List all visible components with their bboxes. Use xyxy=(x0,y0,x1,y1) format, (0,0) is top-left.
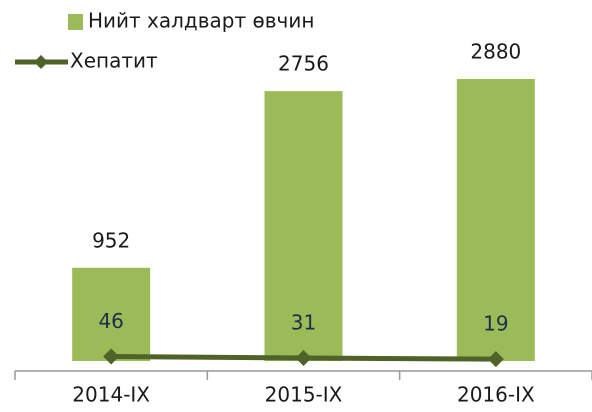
x-tick-label: 2016-IX xyxy=(457,383,535,407)
line-value-label: 19 xyxy=(483,312,508,336)
line-marker xyxy=(487,351,504,368)
x-tick-label: 2014-IX xyxy=(72,383,150,407)
legend-label: Хепатит xyxy=(70,49,158,73)
bar-value-label: 2880 xyxy=(470,40,521,64)
line-marker xyxy=(103,348,120,365)
x-tick-label: 2015-IX xyxy=(265,383,343,407)
bar-value-label: 2756 xyxy=(278,52,329,76)
legend-label: Нийт халдварт өвчин xyxy=(88,9,314,33)
bar xyxy=(456,79,535,361)
legend-marker xyxy=(34,55,48,69)
bar-value-label: 952 xyxy=(92,228,130,252)
line-marker xyxy=(295,349,312,366)
bar xyxy=(264,91,343,362)
bar xyxy=(72,267,151,361)
line-value-label: 46 xyxy=(98,309,123,333)
line-value-label: 31 xyxy=(291,310,316,334)
legend-swatch-bar xyxy=(68,14,83,30)
